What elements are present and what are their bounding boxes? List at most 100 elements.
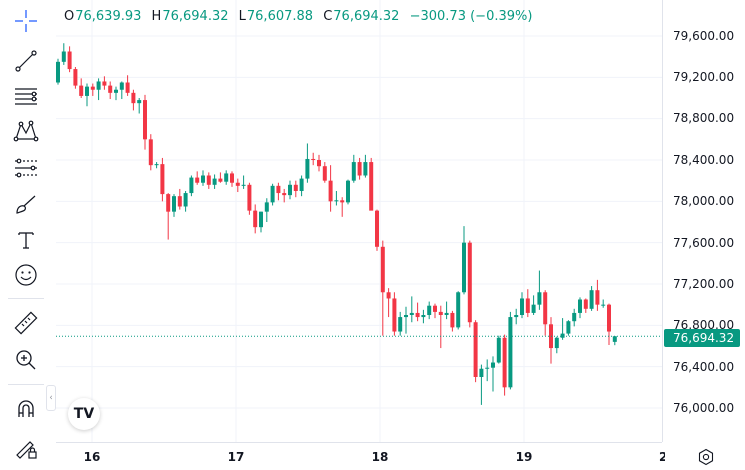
pattern-icon[interactable] (8, 116, 44, 146)
toolbar-divider (8, 384, 44, 385)
candle-body (438, 311, 443, 315)
candle-body (143, 100, 147, 140)
candle-body (357, 162, 362, 176)
candle-body (433, 305, 437, 312)
candle-body (131, 92, 136, 104)
toolbar-collapse-button[interactable]: ‹ (46, 385, 56, 411)
zoom-in-icon[interactable] (8, 345, 44, 375)
magnet-icon[interactable] (8, 394, 44, 424)
candle-body (537, 292, 542, 305)
candle-body (195, 177, 200, 183)
candle-body (96, 81, 101, 90)
candle-body (160, 164, 165, 195)
high-label: H (151, 9, 162, 24)
crosshair-icon[interactable] (8, 6, 44, 36)
candle-body (253, 210, 258, 228)
drawing-toolbar (0, 0, 52, 470)
candle-body (264, 202, 269, 212)
candle-body (415, 312, 420, 318)
candle-body (270, 185, 275, 203)
price-tick-label: 79,200.00 (673, 70, 735, 84)
time-tick-label: 19 (515, 450, 533, 464)
candle-body (450, 312, 455, 328)
candle-body (346, 180, 350, 203)
horizontal-lines-icon[interactable] (8, 81, 44, 111)
candle-body (386, 292, 391, 299)
price-tick-label: 76,000.00 (673, 401, 735, 415)
candle-body (224, 173, 229, 182)
candle-body (566, 321, 571, 334)
price-tick-label: 79,600.00 (673, 29, 735, 43)
emoji-icon[interactable] (8, 260, 44, 290)
candle-body (102, 81, 107, 86)
price-axis[interactable]: 79,600.00 79,200.00 78,800.00 78,400.00 … (662, 0, 745, 442)
candle-body (79, 85, 84, 96)
ohlc-legend: O76,639.93 H76,694.32 L76,607.88 C76,694… (64, 9, 532, 24)
candle-body (560, 333, 565, 338)
candle-body (259, 211, 263, 228)
time-axis[interactable]: 16 17 18 19 20 (56, 442, 665, 470)
tradingview-logo[interactable]: TV (68, 398, 100, 430)
open-label: O (64, 9, 75, 24)
toolbar-divider (8, 298, 44, 299)
candle-body (293, 184, 298, 191)
candle-body (90, 86, 95, 90)
candle-body (311, 158, 316, 160)
candle-body (108, 85, 113, 93)
candle-body (85, 86, 89, 96)
settings-gear-icon[interactable] (697, 448, 715, 466)
candle-body (531, 304, 536, 313)
candle-body (514, 315, 519, 318)
close-value: 76,694.32 (333, 9, 400, 24)
candle-body (404, 315, 408, 318)
time-tick-label: 18 (371, 450, 389, 464)
candle-body (409, 312, 414, 315)
candle-body (421, 315, 426, 318)
candle-body (525, 298, 530, 313)
candle-body (520, 298, 524, 315)
candle-body (369, 162, 374, 211)
candle-body (485, 367, 490, 369)
candle-body (166, 194, 171, 212)
candle-body (137, 100, 142, 104)
candle-body (212, 178, 217, 185)
candle-body (322, 166, 327, 181)
candle-body (444, 312, 449, 315)
price-tick-label: 78,000.00 (673, 194, 735, 208)
candle-body (543, 292, 548, 325)
trend-line-icon[interactable] (8, 46, 44, 76)
ruler-icon[interactable] (8, 308, 44, 338)
candle-body (601, 304, 606, 306)
candle-body (578, 299, 582, 313)
chart-pane[interactable] (56, 0, 662, 442)
candle-body (288, 184, 292, 196)
text-icon[interactable] (8, 225, 44, 255)
candle-body (612, 336, 617, 342)
candle-body (392, 298, 397, 332)
candle-body (183, 193, 188, 207)
last-price-badge: 76,694.32 (664, 329, 740, 347)
candlestick-chart[interactable] (56, 0, 662, 442)
candle-body (247, 184, 252, 211)
candle-body (305, 158, 310, 179)
low-value: 76,607.88 (246, 9, 314, 24)
candle-body (189, 177, 194, 194)
price-tick-label: 76,400.00 (673, 360, 735, 374)
time-tick-label: 17 (227, 450, 245, 464)
candle-body (334, 200, 339, 202)
logo-text: TV (73, 406, 95, 422)
candle-body (201, 175, 205, 183)
time-tick-label: 16 (83, 450, 101, 464)
candle-body (427, 305, 432, 315)
candle-body (154, 164, 159, 166)
candle-body (479, 368, 484, 377)
candle-body (462, 242, 466, 293)
brush-icon[interactable] (8, 190, 44, 220)
candle-body (218, 178, 223, 182)
candle-body (456, 292, 461, 328)
lock-drawing-icon[interactable] (8, 432, 44, 462)
prediction-icon[interactable] (8, 153, 44, 183)
candle-body (363, 162, 368, 176)
candle-body (56, 61, 60, 83)
price-tick-label: 76,800.00 (673, 318, 735, 332)
